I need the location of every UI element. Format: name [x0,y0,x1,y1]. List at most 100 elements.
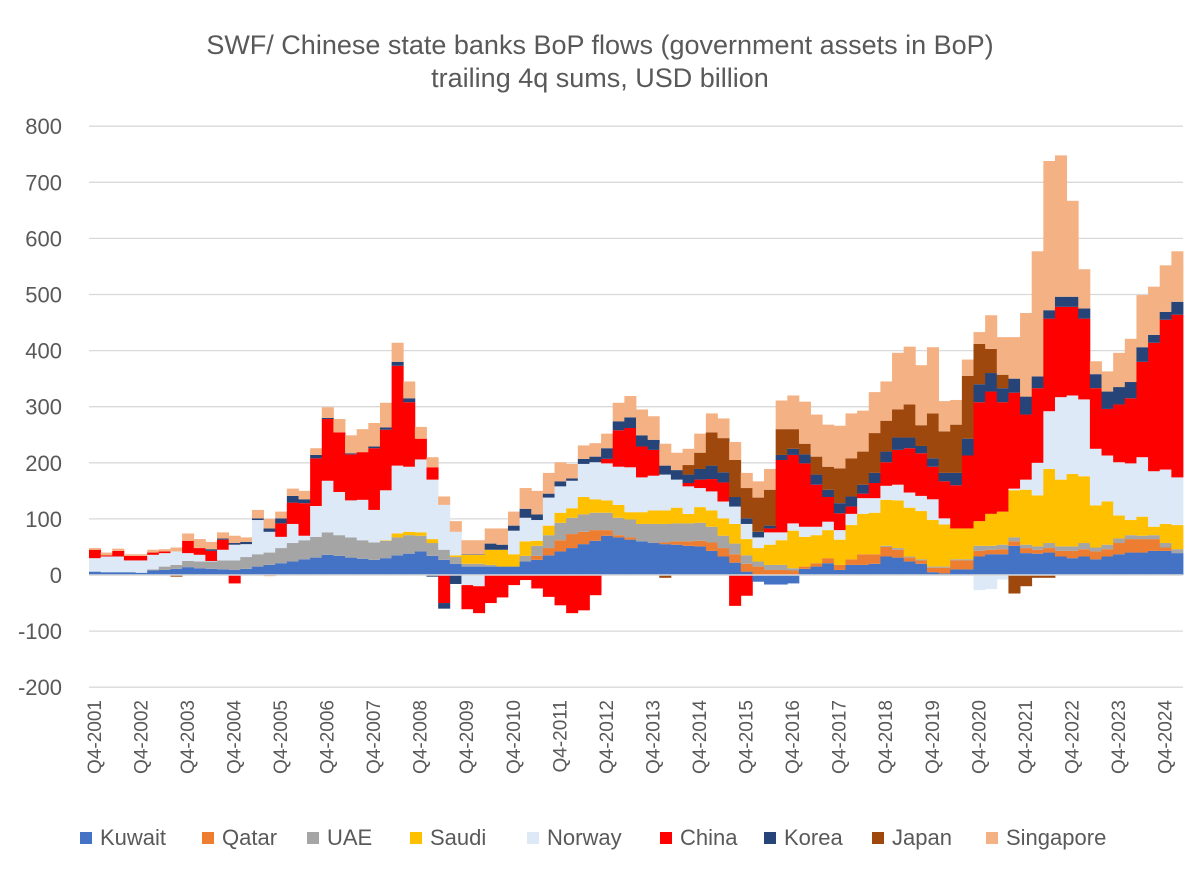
bar-segment-norway [228,544,241,561]
x-tick-label: Q4-2003 [178,700,199,774]
bar-segment-singapore [1043,160,1056,311]
bar-segment-korea [1008,378,1021,393]
bar-segment-saudi [729,523,742,544]
bar-segment-saudi [903,507,916,557]
bar-segment-norway [845,513,858,526]
bar-segment-singapore [868,392,881,434]
bar-segment-qatar [822,558,835,564]
y-tick-label: 200 [25,451,62,476]
bar-segment-norway [345,500,358,538]
bar-segment-china [461,585,474,610]
bar-segment-korea [601,448,614,459]
bar-segment-kuwait [286,561,299,575]
bar-segment-singapore [740,472,753,489]
bar-segment-korea [507,525,521,531]
bar-segment-kuwait [193,568,206,575]
bar-segment-korea [1089,374,1102,389]
bar-segment-china [310,458,323,506]
bar-segment-saudi [507,554,521,567]
bar-segment-china [1008,392,1021,489]
bar-segment-norway [449,531,462,556]
bar-segment-korea [833,503,846,514]
bar-segment-kuwait [845,564,858,575]
bar-segment-norway [1089,448,1102,506]
bar-segment-korea [705,465,718,480]
legend-label: Qatar [222,825,278,850]
bar-segment-korea [368,446,381,449]
bar-segment-uae [356,540,369,559]
bar-segment-norway [414,459,427,533]
bar-segment-japan [915,425,928,446]
bar-segment-qatar [1113,543,1126,555]
bar-segment-saudi [1020,489,1033,545]
bar-segment-china [228,575,241,584]
bar-segment-korea [251,518,264,521]
bar-segment-kuwait [566,548,579,575]
bar-segment-norway [438,504,451,550]
bar-segment-norway [740,523,753,540]
bar-segment-china [985,391,998,514]
bar-segment-korea [1148,334,1161,343]
bar-segment-qatar [973,550,986,557]
bar-segment-singapore [275,511,288,519]
bar-segment-singapore [857,410,870,452]
bar-segment-china [112,550,125,557]
bar-segment-uae [275,548,288,564]
bar-segment-uae [147,569,160,571]
bar-segment-uae [926,566,939,568]
bar-segment-qatar [705,542,718,551]
bar-segment-norway [275,536,288,549]
bar-segment-korea [729,497,742,507]
x-tick-label: Q4-2022 [1062,700,1083,774]
bar-segment-kuwait [1078,556,1091,575]
bar-segment-singapore [903,346,916,405]
bar-segment-china [915,453,928,496]
bars [89,155,1184,614]
bar-segment-norway [636,477,649,513]
bar-segment-qatar [915,560,928,564]
bar-segment-china [158,551,171,554]
bar-segment-kuwait [926,572,939,576]
bar-segment-korea [787,448,800,455]
bar-segment-norway [1159,469,1172,524]
bar-segment-japan [857,451,870,485]
bar-segment-japan [1008,575,1021,594]
bar-segment-saudi [822,530,835,559]
bar-segment-china [1031,388,1044,463]
bar-segment-qatar [1066,550,1079,559]
bar-segment-korea [915,445,928,454]
bar-segment-korea [670,470,683,480]
bar-segment-norway [1008,488,1021,491]
bar-segment-saudi [379,540,392,541]
legend-swatch [872,832,884,844]
bar-segment-kuwait [438,559,451,575]
bar-segment-singapore [729,442,742,460]
bar-segment-kuwait [1008,545,1021,575]
legend-label: Korea [784,825,843,850]
bar-segment-saudi [1124,520,1137,536]
bar-segment-korea [496,544,509,550]
y-tick-label: -200 [18,675,62,700]
bar-segment-norway [89,558,102,572]
bar-segment-qatar [996,549,1009,555]
bar-segment-norway [519,517,532,542]
bar-segment-uae [729,543,742,555]
bar-segment-saudi [938,524,951,567]
bar-segment-korea [764,525,777,529]
bar-segment-qatar [1089,551,1102,560]
bar-segment-korea [612,421,625,431]
bar-segment-singapore [670,452,683,471]
bar-segment-china [484,575,497,604]
bar-segment-kuwait [147,570,160,575]
bar-segment-saudi [554,512,567,523]
bar-segment-china [542,575,555,597]
bar-segment-qatar [670,541,683,545]
bar-segment-saudi [1159,523,1172,544]
bar-segment-korea [217,538,230,540]
bar-segment-kuwait [217,569,230,575]
bar-segment-uae [612,517,625,536]
bar-segment-china [205,550,218,561]
bar-segment-singapore [764,468,777,490]
x-tick-label: Q4-2017 [830,700,851,774]
bar-segment-norway [123,560,136,573]
